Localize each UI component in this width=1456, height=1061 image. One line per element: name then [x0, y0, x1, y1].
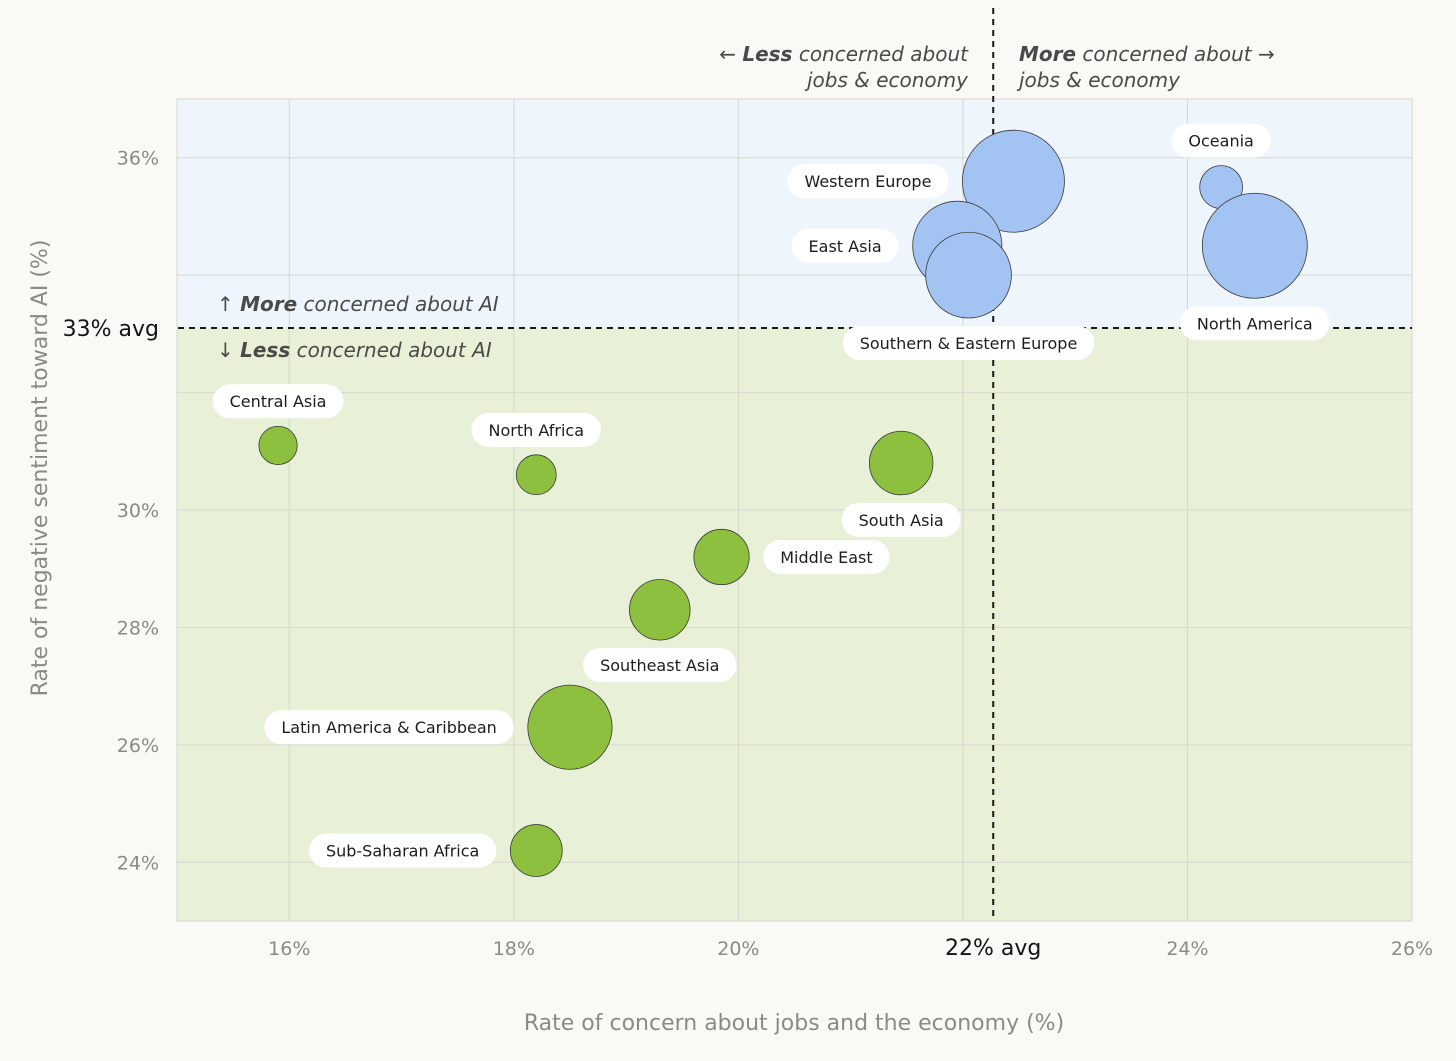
quadrant-label-bottom: ↓ Less concerned about AI	[217, 338, 492, 362]
label-pill	[842, 326, 1095, 361]
bubble-label-text: Southeast Asia	[600, 656, 719, 675]
y-tick-label: 28%	[117, 617, 159, 639]
x-tick-label: 24%	[1166, 938, 1208, 960]
bubble-label-text: Southern & Eastern Europe	[860, 334, 1078, 353]
arrow-up-icon: ↑	[217, 292, 234, 316]
bubble-labels: Western Europe East Asia Southern & Easter…	[212, 123, 1330, 868]
quadrant-label-right-line2: jobs & economy	[1016, 68, 1181, 92]
bubble-label: Middle East	[763, 539, 890, 574]
label-pill	[471, 412, 602, 447]
label-pill	[787, 164, 949, 199]
bubble	[515, 454, 557, 496]
arrow-right-icon: →	[1258, 42, 1275, 66]
bubble-label-text: Middle East	[780, 548, 872, 567]
bubble-label-text: Latin America & Caribbean	[281, 718, 496, 737]
label-pill	[308, 833, 497, 868]
bubble	[527, 684, 613, 770]
label-pill	[763, 539, 890, 574]
bubble-label: Southern & Eastern Europe	[842, 326, 1095, 361]
bubble-label-text: North America	[1197, 314, 1313, 333]
quadrant-labels: ← Less concerned about jobs & economy Mo…	[217, 42, 1275, 362]
quadrant-label-left: ← Less concerned about	[719, 42, 969, 66]
below-average-region	[177, 327, 1412, 921]
bubble-label-text: East Asia	[809, 237, 882, 256]
label-pill	[1179, 306, 1330, 341]
bubble	[925, 231, 1012, 319]
bubble	[962, 129, 1065, 233]
quadrant-label-right: More concerned about →	[1019, 42, 1275, 66]
bubble-label: North America	[1179, 306, 1330, 341]
x-axis-title: Rate of concern about jobs and the econo…	[524, 1011, 1064, 1036]
bubble-label-text: Western Europe	[804, 172, 931, 191]
arrow-down-icon: ↓	[217, 338, 234, 362]
x-tick-label: 26%	[1391, 938, 1433, 960]
bubble-label-text: Central Asia	[230, 392, 327, 411]
bubbles	[258, 129, 1308, 877]
bubble	[868, 430, 934, 496]
bubble-label: Central Asia	[212, 384, 344, 419]
y-tick-label: 26%	[117, 735, 159, 757]
label-pill	[1171, 123, 1271, 158]
bubble-label-text: Oceania	[1188, 132, 1253, 151]
label-pill	[791, 228, 899, 263]
bubble	[258, 425, 298, 465]
label-pill	[264, 710, 514, 745]
label-pill	[841, 502, 961, 537]
quadrant-label-top: ↑ More concerned about AI	[217, 292, 499, 316]
bubble-label: Sub-Saharan Africa	[308, 833, 497, 868]
bubble	[509, 824, 563, 877]
bubble	[1201, 192, 1308, 299]
y-axis-title: Rate of negative sentiment toward AI (%)	[28, 240, 53, 697]
bubble-label: Oceania	[1171, 123, 1271, 158]
label-pill	[583, 648, 737, 683]
bubble-label-text: North Africa	[489, 421, 584, 440]
bubble	[629, 579, 691, 641]
x-tick-label: 18%	[493, 938, 535, 960]
y-average-label: 33% avg	[63, 317, 159, 342]
axis-ticks: 16% 18% 20% 24% 26% 24% 26% 28% 30% 36% 22% avg 33%…	[63, 148, 1433, 961]
bubble-label: Western Europe	[787, 164, 949, 199]
bubble	[693, 528, 750, 586]
y-tick-label: 36%	[117, 148, 159, 170]
bubble-label: North Africa	[471, 412, 602, 447]
arrow-left-icon: ←	[719, 42, 736, 66]
bubble-label: Latin America & Caribbean	[264, 710, 514, 745]
plot-frame	[176, 98, 1413, 922]
gridlines	[176, 98, 1413, 922]
x-average-label: 22% avg	[945, 936, 1041, 961]
bubble-label-text: South Asia	[859, 511, 944, 530]
bubble-label: South Asia	[841, 502, 961, 537]
quadrant-label-left-line2: jobs & economy	[804, 68, 969, 92]
bubble-label: East Asia	[791, 228, 899, 263]
y-tick-label: 30%	[117, 500, 159, 522]
bubble-label: Southeast Asia	[583, 648, 737, 683]
x-tick-label: 20%	[717, 938, 759, 960]
label-pill	[212, 384, 344, 419]
bubble-label-text: Sub-Saharan Africa	[326, 842, 479, 861]
x-tick-label: 16%	[268, 938, 310, 960]
y-tick-label: 24%	[117, 852, 159, 874]
